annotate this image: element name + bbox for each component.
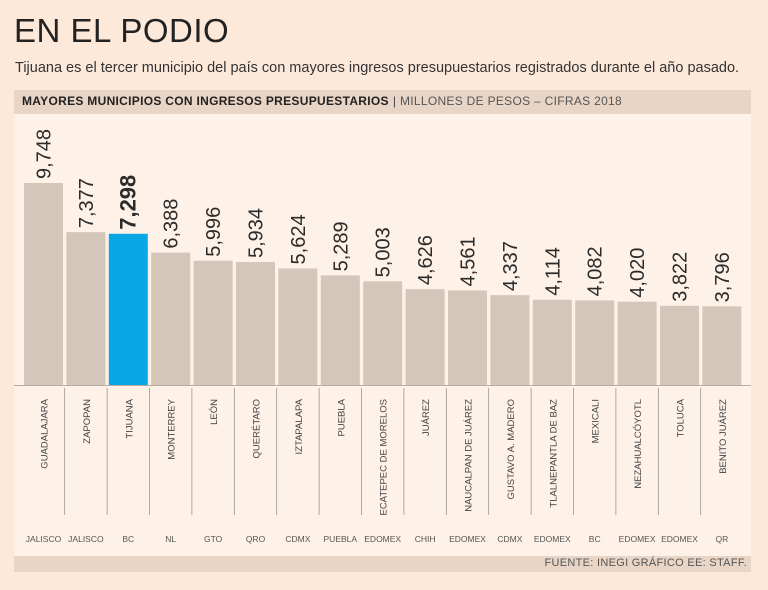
state-label-4: NL [165, 534, 176, 544]
category-label-1: GUADALAJARA [40, 398, 51, 468]
value-label-8: 5,289 [330, 221, 352, 271]
bar-5 [193, 260, 233, 385]
state-label-2: JALISCO [68, 534, 104, 544]
state-label-15: EDOMEX [619, 534, 656, 544]
category-label-13: TLALNEPANTLA DE BAZ [548, 399, 559, 508]
chart-heading-units: MILLONES DE PESOS – CIFRAS 2018 [399, 94, 623, 108]
bar-17 [702, 306, 742, 385]
bar-15 [617, 301, 657, 385]
bar-14 [575, 300, 615, 385]
value-label-6: 5,934 [246, 208, 268, 258]
bar-3 [108, 233, 148, 385]
chart-heading-title: MAYORES MUNICIPIOS CON INGRESOS PRESUPUE… [22, 94, 389, 108]
state-label-10: CHIH [415, 534, 436, 544]
value-label-14: 4,082 [585, 246, 607, 296]
category-label-14: MEXICALI [591, 399, 602, 443]
bar-6 [236, 262, 275, 385]
chart-heading-separator: | [392, 94, 396, 108]
bar-10 [405, 289, 445, 385]
chart-heading-band: MAYORES MUNICIPIOS CON INGRESOS PRESUPUE… [14, 90, 751, 114]
chart-heading: MAYORES MUNICIPIOS CON INGRESOS PRESUPUE… [22, 94, 622, 108]
value-label-12: 4,337 [500, 241, 522, 291]
state-label-14: BC [589, 534, 601, 544]
bar-8 [320, 275, 360, 385]
category-label-7: IZTAPALAPA [294, 398, 305, 454]
state-label-1: JALISCO [26, 534, 62, 544]
category-label-6: QUERÉTARO [252, 399, 263, 458]
state-label-6: QRO [246, 534, 266, 544]
state-label-3: BC [122, 534, 134, 544]
state-label-16: EDOMEX [661, 534, 698, 544]
value-label-9: 5,003 [373, 227, 395, 277]
value-label-2: 7,377 [76, 178, 98, 228]
category-label-12: GUSTAVO A. MADERO [506, 399, 517, 499]
category-label-17: BENITO JUÁREZ [718, 399, 729, 474]
value-label-16: 3,822 [670, 252, 692, 302]
value-label-3: 7,298 [115, 175, 140, 230]
bar-13 [532, 299, 572, 385]
category-label-4: MONTERREY [167, 398, 178, 459]
value-label-5: 5,996 [203, 207, 225, 257]
state-label-13: EDOMEX [534, 534, 571, 544]
bar-chart: 9,748 GUADALAJARA JALISCO 7,377 ZAPOPAN JALIS… [14, 114, 751, 556]
category-label-5: LEÓN [209, 399, 220, 425]
value-label-10: 4,626 [415, 235, 437, 285]
page-title: EN EL PODIO [14, 12, 230, 49]
category-label-8: PUEBLA [336, 398, 347, 436]
value-label-1: 9,748 [34, 129, 56, 179]
category-label-11: NAUCALPAN DE JUÁREZ [464, 399, 475, 512]
bar-2 [66, 232, 106, 385]
bar-9 [363, 281, 403, 385]
category-label-3: TIJUANA [124, 398, 135, 438]
category-label-10: JUÁREZ [421, 399, 432, 436]
bar-11 [448, 290, 487, 385]
category-label-15: NEZAHUALCÓYOTL [633, 399, 644, 489]
value-label-17: 3,796 [712, 252, 734, 302]
source-credit: FUENTE: INEGI GRÁFICO EE: STAFF. [544, 557, 747, 569]
bar-7 [278, 268, 318, 385]
bar-16 [660, 305, 699, 385]
value-label-15: 4,020 [627, 248, 649, 298]
state-label-5: GTO [204, 534, 223, 544]
state-label-12: CDMX [497, 534, 522, 544]
category-label-16: TOLUCA [676, 398, 687, 437]
state-label-11: EDOMEX [449, 534, 486, 544]
value-label-4: 6,388 [161, 199, 183, 249]
value-label-13: 4,114 [542, 247, 564, 296]
state-label-7: CDMX [285, 534, 310, 544]
bar-12 [490, 295, 530, 385]
source-band: FUENTE: INEGI GRÁFICO EE: STAFF. [14, 556, 751, 572]
state-label-8: PUEBLA [324, 534, 358, 544]
state-label-17: QR [716, 534, 729, 544]
page-subtitle: Tijuana es el tercer municipio del país … [15, 60, 740, 76]
bar-1 [24, 183, 63, 385]
bar-4 [151, 252, 191, 385]
category-label-2: ZAPOPAN [82, 399, 93, 444]
value-label-11: 4,561 [458, 236, 480, 286]
value-label-7: 5,624 [288, 214, 310, 264]
category-label-9: ECATEPEC DE MORELOS [379, 399, 390, 516]
state-label-9: EDOMEX [364, 534, 401, 544]
